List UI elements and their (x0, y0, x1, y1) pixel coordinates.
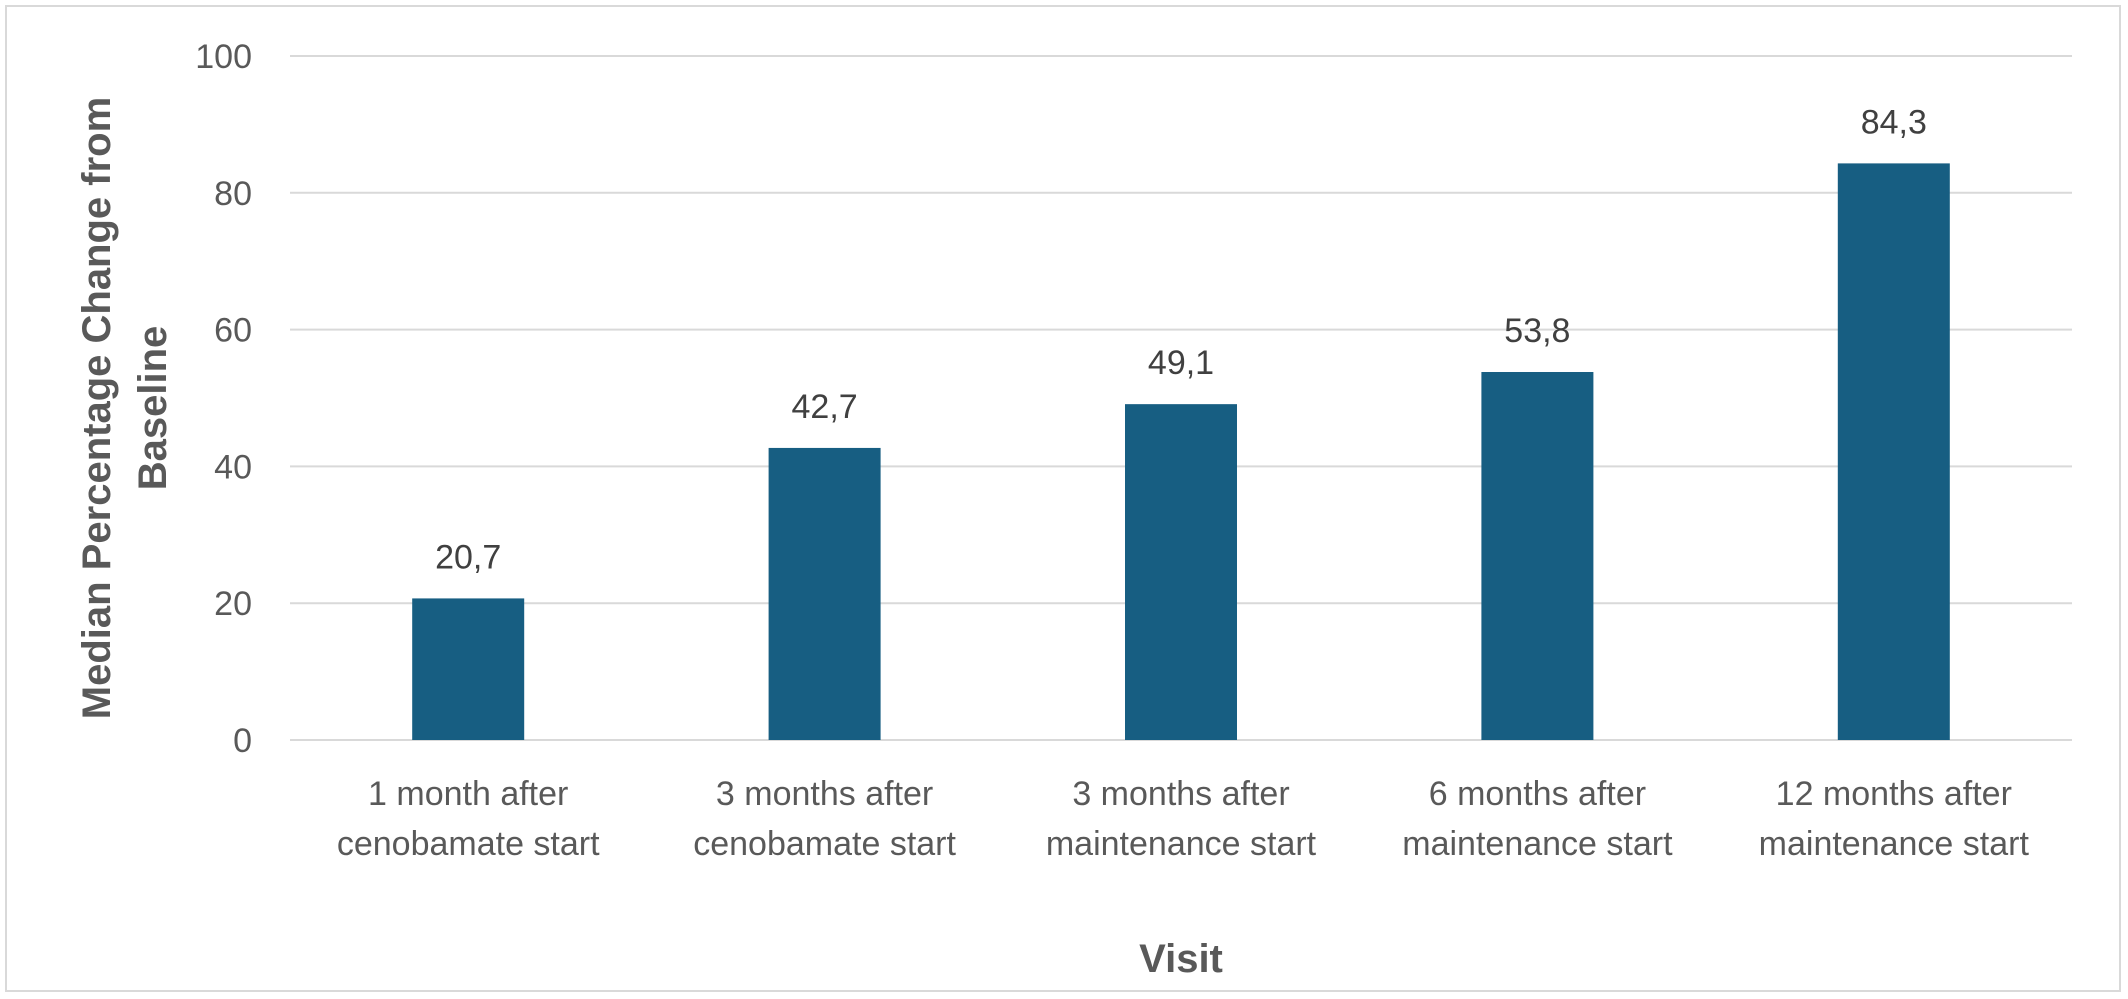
x-category-label: maintenance start (1046, 825, 1317, 863)
y-axis-title-line: Baseline (131, 326, 175, 491)
bars (412, 163, 1950, 740)
bar (768, 447, 881, 740)
data-label: 84,3 (1861, 103, 1927, 141)
x-category-label: maintenance start (1759, 825, 2030, 863)
x-category-label: 3 months after (716, 775, 933, 813)
x-category-label: cenobamate start (693, 825, 956, 863)
y-tick-label: 0 (233, 722, 252, 760)
x-axis-categories: 1 month after cenobamate start 3 months af… (337, 775, 2030, 863)
y-axis-title: Median Percentage Change from Baseline (75, 97, 175, 719)
x-category-label: 3 months after (1072, 775, 1289, 813)
data-label: 42,7 (792, 388, 858, 426)
y-axis-ticks: 0 20 40 60 80 100 (195, 38, 252, 760)
data-label: 49,1 (1148, 344, 1214, 382)
x-category-label: 1 month after (368, 775, 568, 813)
chart-area (5, 5, 2121, 992)
data-label: 53,8 (1504, 312, 1570, 350)
bar (1125, 404, 1237, 740)
y-tick-label: 100 (195, 38, 252, 76)
y-tick-label: 60 (214, 312, 252, 350)
y-tick-label: 40 (214, 448, 252, 486)
bar (412, 598, 525, 740)
x-category-label: cenobamate start (337, 825, 600, 863)
x-category-label: maintenance start (1402, 825, 1673, 863)
y-tick-label: 20 (214, 585, 252, 623)
bar (1481, 372, 1594, 740)
bar (1837, 163, 1950, 740)
x-category-label: 12 months after (1776, 775, 2012, 813)
gridlines (290, 55, 2072, 741)
data-label: 20,7 (435, 538, 501, 576)
x-axis-title: Visit (1139, 937, 1223, 981)
y-axis-title-line: Median Percentage Change from (75, 97, 119, 719)
data-labels: 20,7 42,7 49,1 53,8 84,3 (435, 103, 1927, 576)
x-category-label: 6 months after (1429, 775, 1646, 813)
y-tick-label: 80 (214, 175, 252, 213)
